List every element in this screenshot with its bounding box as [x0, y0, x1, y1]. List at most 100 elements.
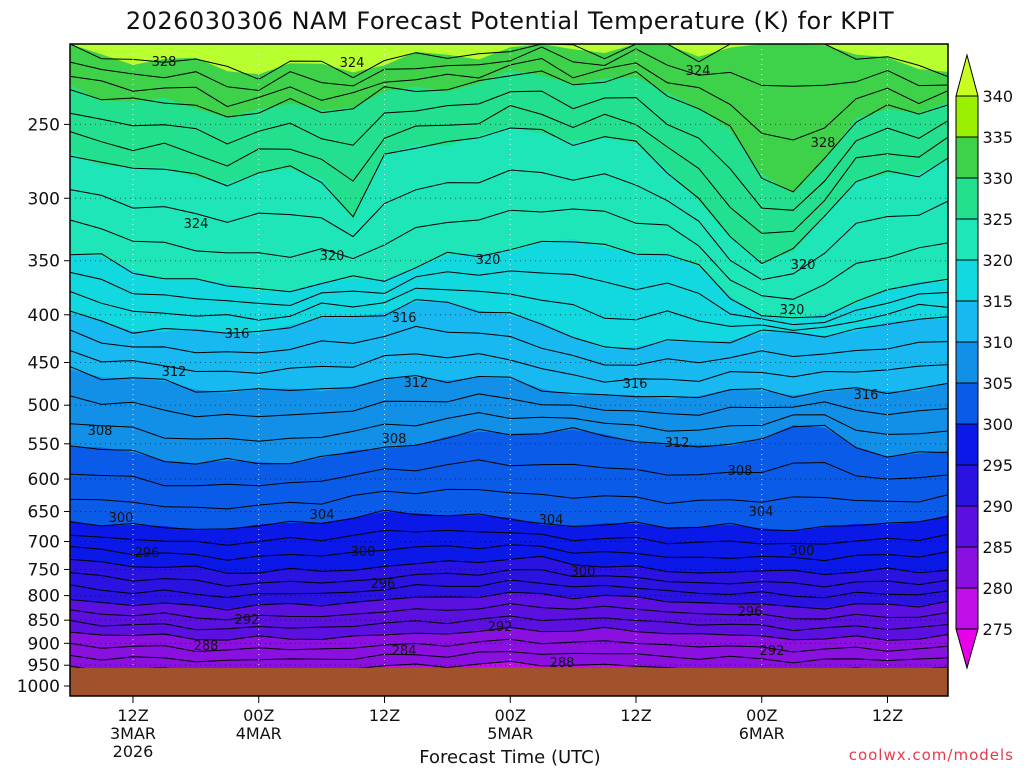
contour-line	[70, 615, 948, 632]
contour-line	[70, 544, 948, 562]
contour-line	[70, 44, 948, 80]
y-tick-label: 400	[28, 306, 60, 326]
contour-line	[70, 603, 948, 621]
contour-label: 296	[371, 577, 396, 592]
colorbar-bottom-arrow	[955, 628, 979, 670]
contour-labels: 328 324 324 328 324 320 320 320 320 316 316 316 316 3…	[88, 55, 879, 671]
contour-label: 316	[225, 327, 250, 342]
x-tick-year: 2026	[113, 742, 154, 761]
contour-line	[70, 626, 948, 641]
contour-line	[70, 591, 948, 611]
colorbar-swatch	[955, 95, 979, 138]
contour-label: 288	[194, 639, 219, 654]
contour-label: 296	[738, 605, 763, 620]
colorbar-swatch	[955, 423, 979, 466]
colorbar-label: 300	[982, 415, 1013, 434]
contour-label: 304	[310, 508, 335, 523]
contour-label: 316	[392, 311, 417, 326]
colorbar-label: 305	[982, 374, 1013, 393]
contour-line	[70, 393, 948, 418]
y-tick-label: 550	[28, 435, 60, 455]
colorbar-swatch	[955, 177, 979, 220]
colorbar-label: 275	[982, 620, 1013, 639]
y-tick-label: 300	[28, 189, 60, 209]
chart-title: 2026030306 NAM Forecast Potential Temper…	[126, 7, 894, 35]
colorbar-swatch	[955, 259, 979, 302]
contour-label: 316	[623, 377, 648, 392]
contour-label: 328	[152, 55, 177, 70]
x-tick-hour: 12Z	[872, 706, 903, 725]
credit-text: coolwx.com/models	[849, 746, 1014, 764]
contour-line	[70, 459, 948, 487]
colorbar-label: 340	[982, 87, 1013, 106]
x-tick-hour: 00Z	[495, 706, 526, 725]
x-tick-hour: 00Z	[243, 706, 274, 725]
contour-label: 328	[811, 136, 836, 151]
contour-label: 292	[760, 644, 785, 659]
contour-line	[70, 90, 948, 211]
y-tick-label: 850	[28, 611, 60, 631]
contour-label: 312	[665, 436, 690, 451]
contour-label: 300	[351, 545, 376, 560]
contour-line	[70, 127, 948, 265]
colorbar-swatch	[955, 587, 979, 630]
colorbar-label: 330	[982, 169, 1013, 188]
contour-label: 300	[109, 511, 134, 526]
contour-line	[70, 638, 948, 653]
contour-line	[70, 208, 948, 300]
contour-label: 304	[539, 513, 564, 528]
contour-label: 308	[88, 424, 113, 439]
contour-label: 292	[488, 620, 513, 635]
contour-line	[70, 70, 948, 193]
colorbar-label: 310	[982, 333, 1013, 352]
colorbar-swatch	[955, 136, 979, 179]
contour-label: 320	[476, 253, 501, 268]
contour-line	[70, 555, 948, 576]
contour-line	[70, 412, 948, 442]
contour-label: 292	[235, 613, 260, 628]
contour-label: 300	[790, 544, 815, 559]
contour-line	[70, 104, 948, 234]
y-tick-label: 750	[28, 560, 60, 580]
colorbar-swatch	[955, 300, 979, 343]
contour-line	[70, 46, 948, 91]
x-tick-date: 3MAR	[110, 724, 156, 743]
colorbar-label: 280	[982, 579, 1013, 598]
y-tick-label: 1000	[17, 677, 60, 697]
plot-frame	[69, 43, 949, 697]
ground-below-surface	[70, 668, 948, 696]
contour-label: 308	[382, 432, 407, 447]
colorbar-label: 290	[982, 497, 1013, 516]
y-axis: 250 300 350 400 450 500 550 600 650 700 750 800 850 9…	[17, 115, 70, 697]
colorbar-swatch	[955, 546, 979, 589]
filled-contour-bands	[70, 44, 948, 696]
contour-lines	[70, 44, 948, 689]
contour-line	[70, 299, 948, 350]
contour-label: 288	[550, 656, 575, 671]
contour-line	[70, 270, 948, 326]
contour-line	[70, 509, 948, 532]
contour-label: 296	[135, 546, 160, 561]
y-tick-label: 600	[28, 470, 60, 490]
contour-label: 316	[854, 388, 879, 403]
y-tick-label: 450	[28, 354, 60, 374]
contour-line	[70, 169, 948, 281]
contour-line	[70, 488, 948, 510]
contour-label: 304	[749, 505, 774, 520]
colorbar-swatch	[955, 505, 979, 548]
contour-label: 300	[571, 565, 596, 580]
contour-line	[70, 325, 948, 366]
contour-label: 324	[340, 56, 365, 71]
colorbar-top-arrow	[955, 53, 979, 97]
y-tick-label: 500	[28, 396, 60, 416]
contour-label: 320	[780, 303, 805, 318]
y-tick-label: 350	[28, 252, 60, 272]
y-tick-label: 950	[28, 656, 60, 676]
gridlines	[70, 44, 948, 687]
colorbar-swatch	[955, 218, 979, 261]
contour-line	[70, 579, 948, 599]
y-tick-label: 650	[28, 502, 60, 522]
contour-line	[70, 57, 948, 141]
